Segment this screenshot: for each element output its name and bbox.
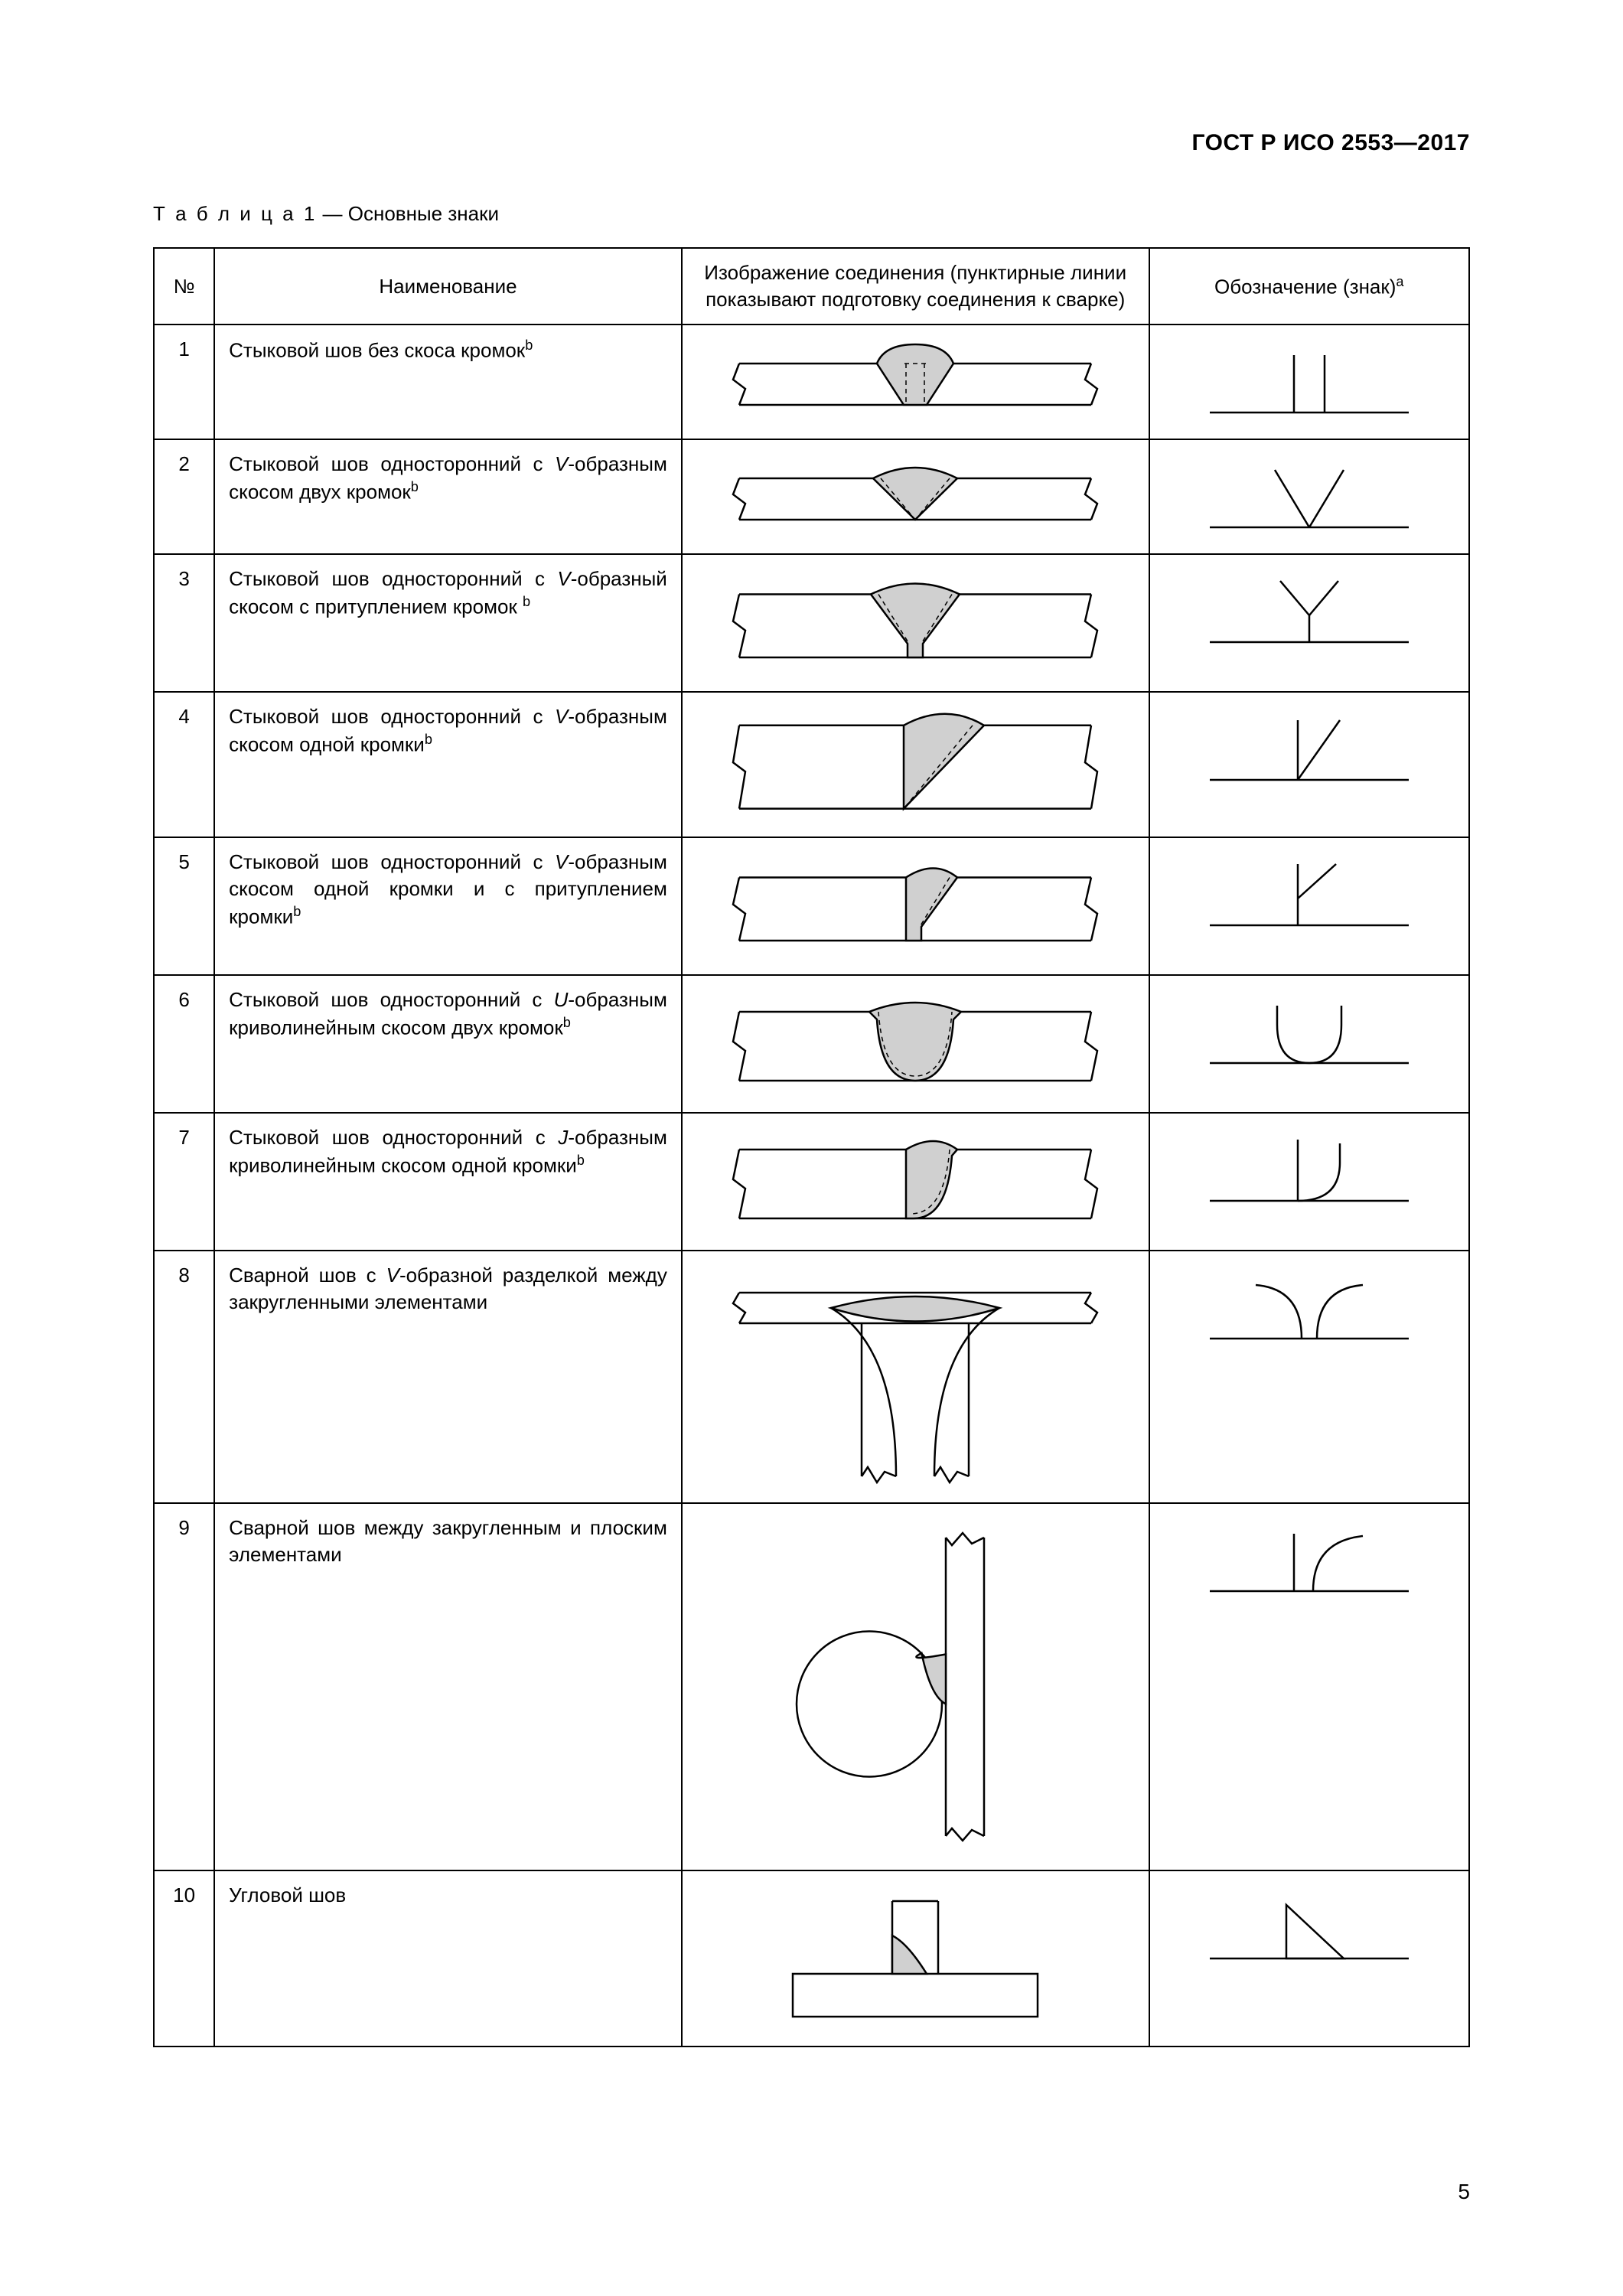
welding-symbols-table: № Наименование Изображение соединения (п…	[153, 247, 1470, 2047]
caption-suffix: — Основные знаки	[317, 202, 499, 225]
cell-name: Стыковой шов односторонний с V-образным …	[214, 439, 682, 554]
cell-num: 8	[154, 1251, 214, 1503]
cell-symbol	[1149, 439, 1469, 554]
table-row: 6Стыковой шов односторонний с U-образным…	[154, 975, 1469, 1113]
cell-name: Стыковой шов односторонний с V-образным …	[214, 692, 682, 837]
table-row: 9Сварной шов между закругленным и плоски…	[154, 1503, 1469, 1870]
cell-symbol	[1149, 692, 1469, 837]
cell-illustration	[682, 554, 1149, 692]
cell-symbol	[1149, 975, 1469, 1113]
cell-symbol	[1149, 325, 1469, 439]
table-row: 7Стыковой шов односторонний с J-образным…	[154, 1113, 1469, 1251]
cell-name: Стыковой шов без скоса кромокb	[214, 325, 682, 439]
table-row: 1Стыковой шов без скоса кромокb	[154, 325, 1469, 439]
table-row: 2Стыковой шов односторонний с V-образным…	[154, 439, 1469, 554]
cell-name: Стыковой шов односторонний с J-образным …	[214, 1113, 682, 1251]
cell-illustration	[682, 837, 1149, 975]
cell-illustration	[682, 1503, 1149, 1870]
cell-num: 1	[154, 325, 214, 439]
cell-name: Стыковой шов односторонний с V-образным …	[214, 837, 682, 975]
th-illustration: Изображение соединения (пунктирные линии…	[682, 248, 1149, 325]
table-caption: Т а б л и ц а 1 — Основные знаки	[153, 202, 1470, 226]
cell-num: 7	[154, 1113, 214, 1251]
cell-symbol	[1149, 837, 1469, 975]
cell-num: 4	[154, 692, 214, 837]
cell-illustration	[682, 1251, 1149, 1503]
cell-name: Сварной шов с V-образной разделкой между…	[214, 1251, 682, 1503]
cell-symbol	[1149, 554, 1469, 692]
cell-num: 6	[154, 975, 214, 1113]
cell-num: 10	[154, 1870, 214, 2047]
cell-illustration	[682, 439, 1149, 554]
cell-num: 2	[154, 439, 214, 554]
caption-prefix: Т а б л и ц а 1	[153, 202, 317, 225]
table-row: 10Угловой шов	[154, 1870, 1469, 2047]
table-row: 5Стыковой шов односторонний с V-образным…	[154, 837, 1469, 975]
th-symbol: Обозначение (знак)a	[1149, 248, 1469, 325]
cell-symbol	[1149, 1503, 1469, 1870]
cell-symbol	[1149, 1113, 1469, 1251]
cell-illustration	[682, 1113, 1149, 1251]
cell-name: Сварной шов между закругленным и плоским…	[214, 1503, 682, 1870]
cell-symbol	[1149, 1870, 1469, 2047]
page-number: 5	[1458, 2180, 1470, 2204]
table-row: 8Сварной шов с V-образной разделкой межд…	[154, 1251, 1469, 1503]
cell-illustration	[682, 975, 1149, 1113]
cell-name: Угловой шов	[214, 1870, 682, 2047]
th-name: Наименование	[214, 248, 682, 325]
document-standard-title: ГОСТ Р ИСО 2553—2017	[153, 130, 1470, 156]
cell-symbol	[1149, 1251, 1469, 1503]
cell-name: Стыковой шов односторонний с V-образный …	[214, 554, 682, 692]
cell-name: Стыковой шов односторонний с U-образным …	[214, 975, 682, 1113]
cell-num: 3	[154, 554, 214, 692]
cell-illustration	[682, 1870, 1149, 2047]
table-header-row: № Наименование Изображение соединения (п…	[154, 248, 1469, 325]
cell-illustration	[682, 692, 1149, 837]
cell-illustration	[682, 325, 1149, 439]
table-row: 3Стыковой шов односторонний с V-образный…	[154, 554, 1469, 692]
th-num: №	[154, 248, 214, 325]
table-row: 4Стыковой шов односторонний с V-образным…	[154, 692, 1469, 837]
cell-num: 9	[154, 1503, 214, 1870]
cell-num: 5	[154, 837, 214, 975]
